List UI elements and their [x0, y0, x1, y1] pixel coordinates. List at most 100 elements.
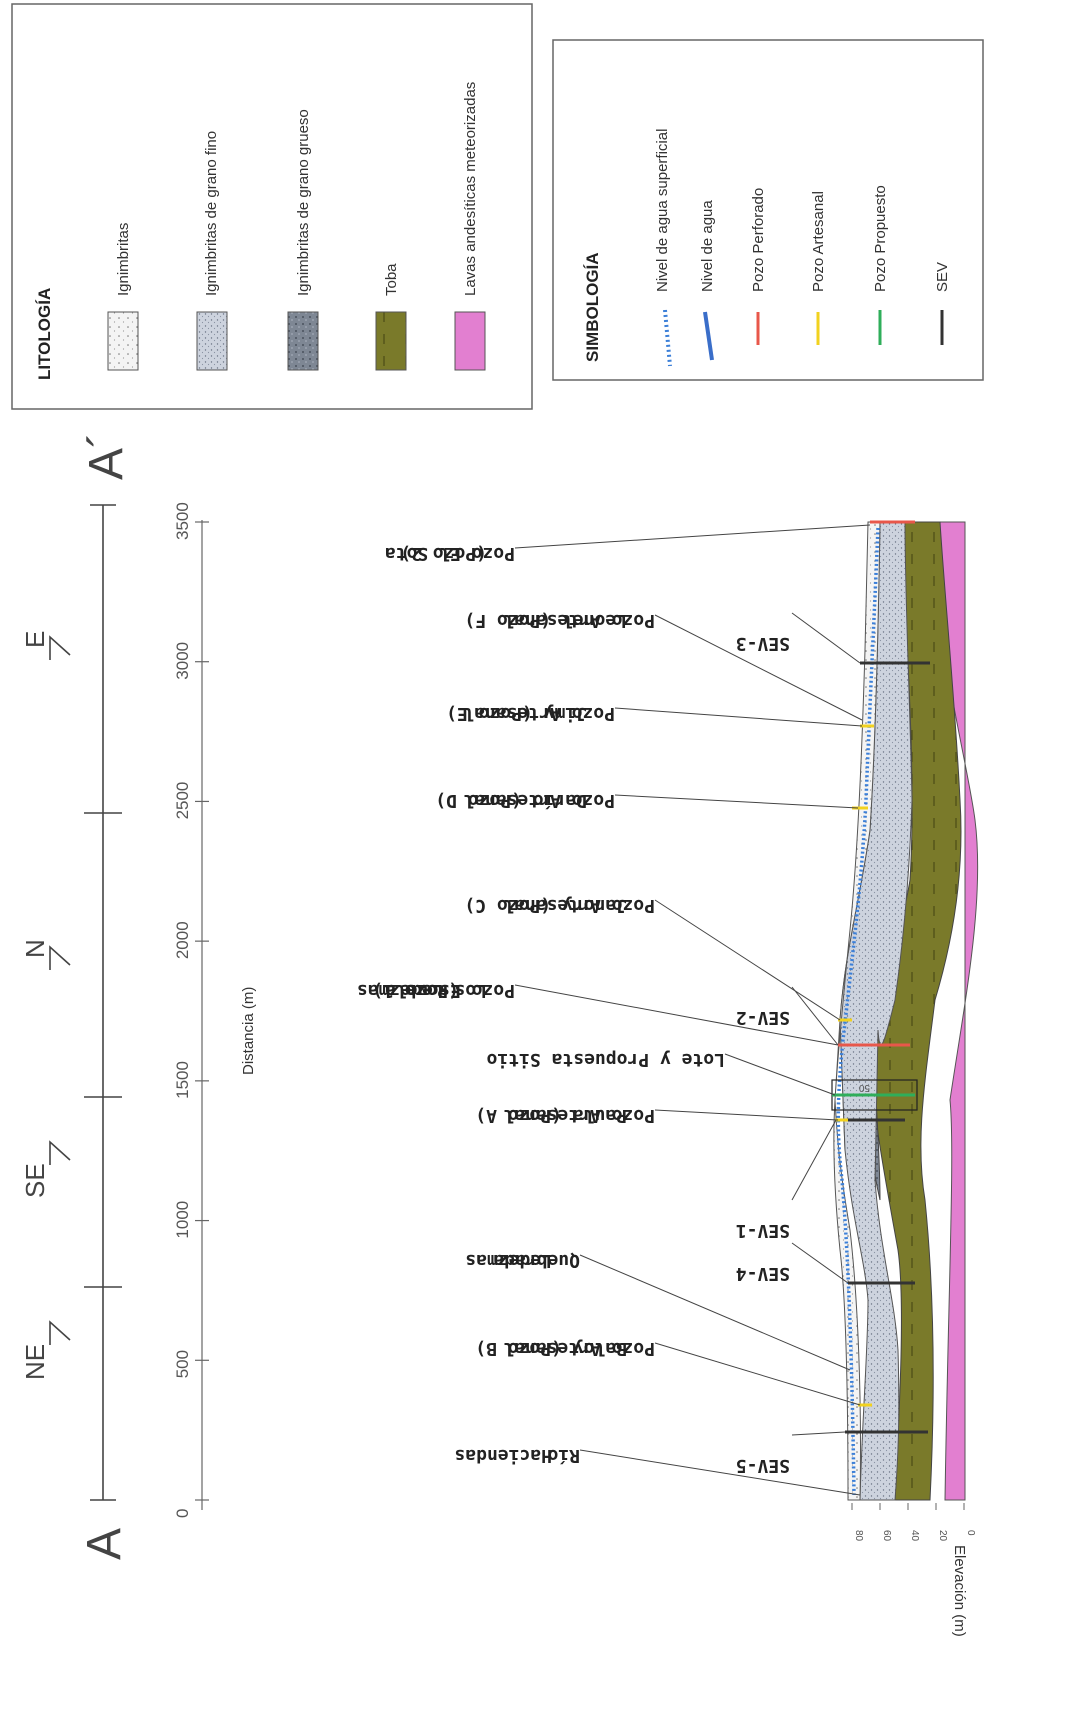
symbology-legend-title: SIMBOLOGÍA	[583, 252, 602, 362]
sev-leader-line	[791, 986, 839, 1046]
sev-leader-line	[791, 612, 861, 664]
well-label: Pozo Artesanal	[463, 703, 615, 724]
sev-label: SEV-3	[736, 633, 790, 654]
well-leader-line	[614, 707, 863, 727]
label-leader-lines	[514, 524, 871, 1496]
section-end-label: A´	[80, 432, 133, 480]
legend-label-ignimbritas-fino: Ignimbritas de grano fino	[203, 131, 220, 296]
direction-se: SE	[20, 1163, 50, 1198]
arrow-e-icon	[49, 635, 71, 660]
swatch-toba	[375, 311, 407, 371]
legend-label-lavas: Lavas andesíticas meteorizadas	[462, 82, 479, 296]
elevation-axis-title: Elevación (m)	[951, 1545, 968, 1637]
well-label: Pozo Artesanal	[503, 610, 655, 631]
swatch-ignimbritas-fino	[196, 311, 228, 371]
well-label: Pozo Artesanal	[503, 1338, 655, 1359]
legend-label-ignimbritas-grueso: Ignimbritas de grano grueso	[295, 109, 312, 296]
well-label: Haciendas	[454, 1445, 552, 1466]
water-level-superficial-line	[836, 527, 880, 1496]
well-label: Quebrada	[493, 1250, 580, 1271]
elevation-tick-label: 0	[965, 1530, 976, 1536]
distance-tick-label: 2000	[173, 921, 192, 959]
well-label: Pozo Artesanal	[503, 1105, 655, 1126]
legend-label-pozo-perforado: Pozo Perforado	[750, 188, 767, 292]
lithology-legend-frame	[11, 3, 533, 410]
arrow-n-icon	[49, 945, 71, 970]
distance-axis: 0 500 1000 1500 2000 2500 3000 3500 Distancia (…	[173, 502, 257, 1518]
symbol-nivel-agua-superficial	[663, 309, 672, 367]
well-label: (Pozo 2)	[400, 543, 487, 564]
legend-label-nivel-agua-superficial: Nivel de agua superficial	[654, 129, 671, 292]
legend-label-nivel-agua: Nivel de agua	[699, 200, 716, 292]
legend-label-sev: SEV	[934, 262, 951, 292]
legend-label-toba: Toba	[383, 263, 400, 296]
well-label: Jimy (Pozo E)	[446, 703, 587, 724]
sev-leader-line	[791, 1119, 837, 1201]
legend-label-pozo-artesanal: Pozo Artesanal	[810, 191, 827, 292]
distance-tick-label: 1500	[173, 1061, 192, 1099]
cross-section-profile: 50	[831, 520, 979, 1501]
swatch-lavas	[454, 311, 486, 371]
lithology-legend-title: LITOLOGÍA	[35, 288, 54, 380]
arrow-ne-icon	[49, 1320, 71, 1345]
well-leader-line	[654, 614, 863, 721]
well-label: Janory (Pozo C)	[464, 895, 627, 916]
well-label: Baloy (Pozo B)	[475, 1338, 627, 1359]
section-start-label: A	[78, 1528, 131, 1560]
elevation-tick-label: 60	[881, 1530, 892, 1542]
legend-label-ignimbritas: Ignimbritas	[115, 223, 132, 296]
well-label: Pozo Artesanal	[463, 790, 615, 811]
distance-tick-label: 3000	[173, 642, 192, 680]
section-line: A A´ NE SE N E	[20, 432, 133, 1560]
sev-label: SEV-1	[736, 1220, 790, 1241]
well-label: Pozo Escuela	[385, 980, 515, 1001]
well-label: Darío (Pozo D)	[435, 790, 587, 811]
elevation-tick-label: 20	[937, 1530, 948, 1542]
sev-labels: SEV-5 SEV-4 SEV-1 SEV-2 SEV-3	[736, 633, 790, 1476]
distance-tick-label: 3500	[173, 502, 192, 540]
well-leader-line	[654, 899, 841, 1021]
elevation-tick-label: 40	[909, 1530, 920, 1542]
legend-label-pozo-propuesto: Pozo Propuesto	[872, 185, 889, 292]
elevation-tick-label: 80	[853, 1530, 864, 1542]
well-label: Río	[547, 1445, 580, 1466]
well-leader-line	[514, 984, 839, 1046]
well-leader-line	[579, 1449, 861, 1496]
sev-label: SEV-2	[736, 1007, 790, 1028]
well-leader-line	[514, 524, 871, 549]
sev-leader-line	[791, 1242, 849, 1284]
symbol-nivel-agua	[703, 311, 714, 361]
well-label: Leonel (Pozo F)	[464, 610, 627, 631]
distance-tick-label: 0	[173, 1509, 192, 1518]
elevation-axis: 80 60 40 20 0 Elevación (m)	[851, 1503, 976, 1637]
well-leader-line	[654, 1109, 839, 1121]
distance-tick-label: 500	[173, 1350, 192, 1378]
sev-leader-line	[791, 1431, 846, 1436]
well-label: Ledezmas	[465, 1250, 552, 1271]
distance-axis-title: Distancia (m)	[240, 987, 257, 1075]
distance-tick-label: 2500	[173, 782, 192, 820]
well-label: Pozo El Sota	[385, 543, 515, 564]
swatch-ignimbritas	[107, 311, 139, 371]
well-label: Los Ledezmas	[357, 980, 487, 1001]
well-label: Pozo Artesanal	[503, 895, 655, 916]
arrow-se-icon	[49, 1140, 71, 1165]
well-leader-line	[579, 1254, 851, 1371]
well-leader-line	[614, 794, 859, 809]
symbology-legend-frame	[552, 39, 984, 381]
direction-e: E	[20, 631, 50, 648]
well-label: Lote y Propuesta Sitio	[487, 1049, 725, 1070]
distance-tick-label: 1000	[173, 1201, 192, 1239]
well-label: Paula (Pozo A)	[475, 1105, 627, 1126]
propuesta-marker-text: 50	[858, 1082, 870, 1093]
well-label: (Pozo 1)	[372, 980, 459, 1001]
well-leader-line	[654, 1342, 861, 1406]
direction-n: N	[20, 939, 50, 958]
well-leader-line	[724, 1053, 836, 1096]
lithology-legend: LITOLOGÍA Ignimbritas Ignimbritas de gra…	[11, 3, 533, 410]
swatch-ignimbritas-grueso	[287, 311, 319, 371]
direction-ne: NE	[20, 1344, 50, 1380]
sev-label: SEV-4	[736, 1263, 790, 1284]
